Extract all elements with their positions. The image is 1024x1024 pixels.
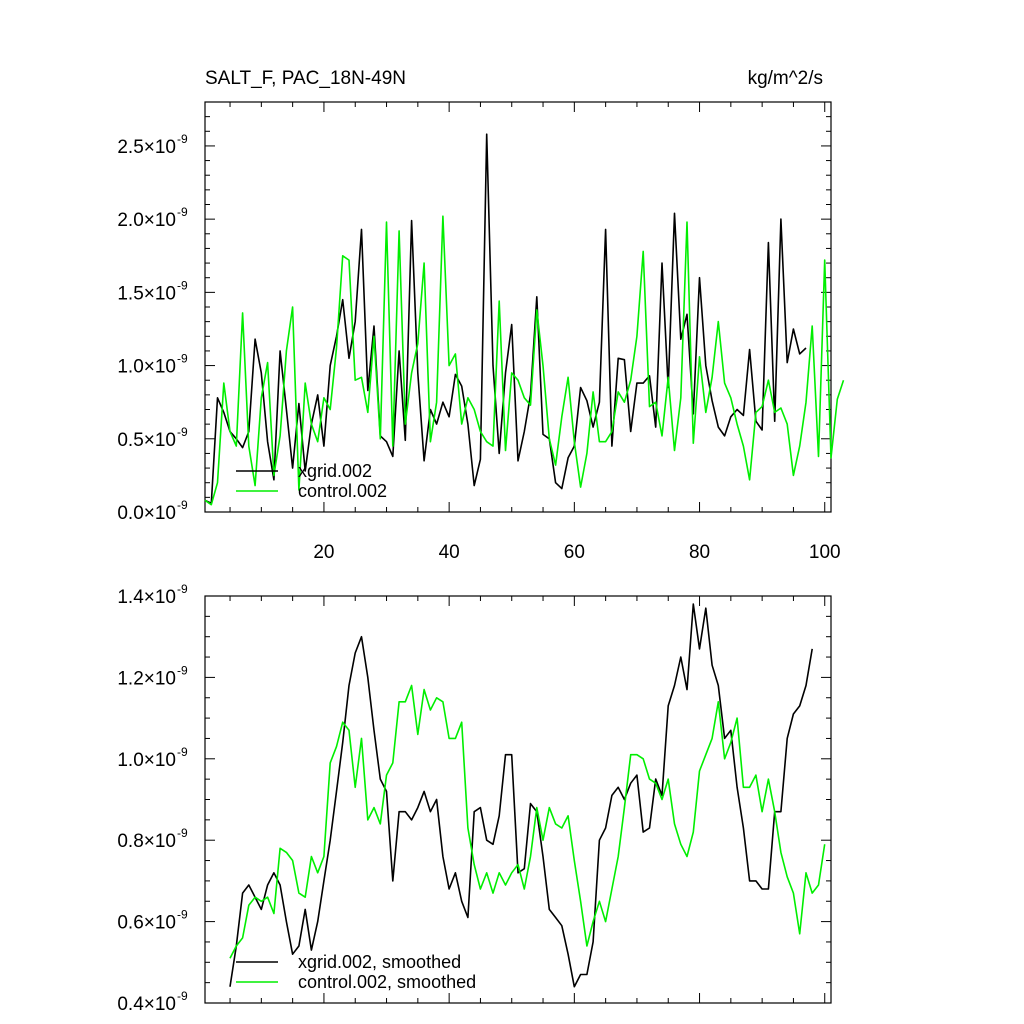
y-tick-exponent: -9 — [177, 989, 188, 1003]
series-line-xgrid — [204, 133, 807, 505]
y-tick-label: 1.4×10 — [117, 587, 176, 608]
y-tick-label: 1.5×10 — [117, 283, 176, 304]
series-line-control — [204, 215, 845, 506]
legend-label-xgrid: xgrid.002, smoothed — [298, 952, 461, 972]
legend-label-control: control.002 — [298, 481, 387, 501]
y-tick-label: 0.4×10 — [117, 994, 176, 1015]
y-tick-label: 0.5×10 — [117, 430, 176, 451]
y-tick-label: 0.8×10 — [117, 831, 176, 852]
series-line-control — [229, 684, 826, 959]
units-label: kg/m^2/s — [748, 68, 823, 89]
smoothed-series-panel: 0.4×10 -90.6×10 -90.8×10 -91.0×10 -91.2×10 -9… — [117, 582, 832, 1015]
y-tick-exponent: -9 — [177, 352, 188, 366]
y-tick-exponent: -9 — [177, 826, 188, 840]
y-tick-exponent: -9 — [177, 663, 188, 677]
chart-title: SALT_F, PAC_18N-49N — [205, 68, 406, 89]
x-tick-label: 40 — [439, 542, 460, 563]
series-line-xgrid — [229, 603, 813, 988]
x-tick-label: 80 — [689, 542, 710, 563]
y-tick-label: 0.6×10 — [117, 913, 176, 934]
x-tick-label: 100 — [809, 542, 841, 563]
x-tick-label: 20 — [313, 542, 334, 563]
y-tick-exponent: -9 — [177, 745, 188, 759]
legend-label-control: control.002, smoothed — [298, 972, 476, 992]
y-tick-label: 1.0×10 — [117, 357, 176, 378]
y-tick-exponent: -9 — [177, 278, 188, 292]
y-tick-exponent: -9 — [177, 498, 188, 512]
y-tick-label: 1.0×10 — [117, 750, 176, 771]
y-tick-exponent: -9 — [177, 425, 188, 439]
y-tick-label: 0.0×10 — [117, 503, 176, 524]
y-tick-exponent: -9 — [177, 205, 188, 219]
y-tick-label: 2.5×10 — [117, 137, 176, 158]
y-tick-exponent: -9 — [177, 908, 188, 922]
y-tick-exponent: -9 — [177, 582, 188, 596]
y-tick-label: 1.2×10 — [117, 668, 176, 689]
y-tick-exponent: -9 — [177, 132, 188, 146]
legend-label-xgrid: xgrid.002 — [298, 461, 372, 481]
y-tick-label: 2.0×10 — [117, 210, 176, 231]
x-tick-label: 60 — [564, 542, 585, 563]
